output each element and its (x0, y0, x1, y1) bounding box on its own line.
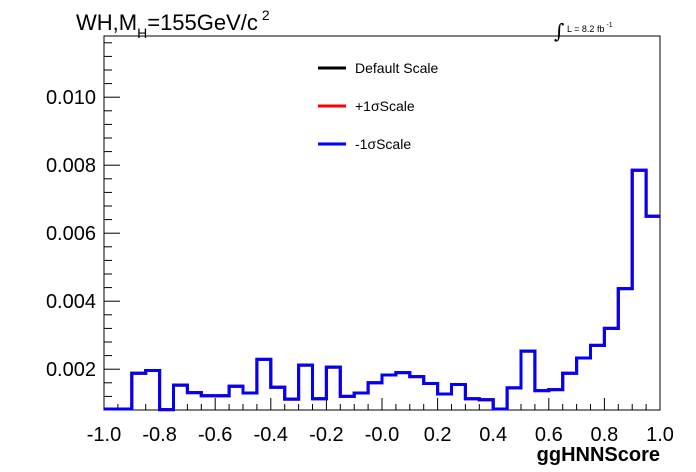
series-line (104, 168, 660, 412)
legend-label: Default Scale (355, 60, 438, 76)
x-tick-label: 0.2 (424, 424, 452, 446)
series-2 (104, 168, 660, 412)
x-tick-label: -0.8 (142, 424, 176, 446)
chart-title: WH,MH=155GeV/c 2 (76, 7, 270, 41)
x-axis-ticks (103, 398, 661, 410)
x-tick-label: -0.6 (198, 424, 232, 446)
luminosity-text: L = 8.2 fb -1 (567, 22, 613, 34)
y-tick-label: 0.004 (46, 291, 96, 313)
y-tick-label: 0.010 (46, 87, 96, 109)
x-axis-tick-labels: -1.0 -0.8 -0.6 -0.4 -0.2 -0.0 0.2 0.4 0.6 0.8 1.0 (87, 424, 674, 446)
x-tick-label: 0.8 (590, 424, 618, 446)
plot-frame (103, 35, 661, 411)
legend-label: -1σScale (355, 136, 411, 152)
x-axis-title: ggHNNScore (537, 444, 660, 466)
series-layer (104, 168, 660, 412)
x-tick-label: 0.4 (479, 424, 507, 446)
legend: Default Scale +1σScale -1σScale (318, 60, 438, 152)
y-tick-label: 0.002 (46, 359, 96, 381)
y-tick-label: 0.008 (46, 155, 96, 177)
legend-label: +1σScale (355, 98, 415, 114)
x-tick-label: 0.6 (535, 424, 563, 446)
luminosity-label: ∫ L = 8.2 fb -1 (554, 19, 613, 43)
y-axis-ticks (104, 96, 120, 370)
x-tick-label: -0.0 (365, 424, 399, 446)
y-axis-tick-labels: 0.002 0.004 0.006 0.008 0.010 (46, 87, 96, 381)
x-tick-label: -0.2 (309, 424, 343, 446)
x-tick-label: 1.0 (646, 424, 674, 446)
x-tick-label: -1.0 (87, 424, 121, 446)
y-minor-ticks (104, 42, 112, 411)
x-tick-label: -0.4 (254, 424, 288, 446)
integral-sign: ∫ (554, 19, 564, 43)
y-tick-label: 0.006 (46, 223, 96, 245)
